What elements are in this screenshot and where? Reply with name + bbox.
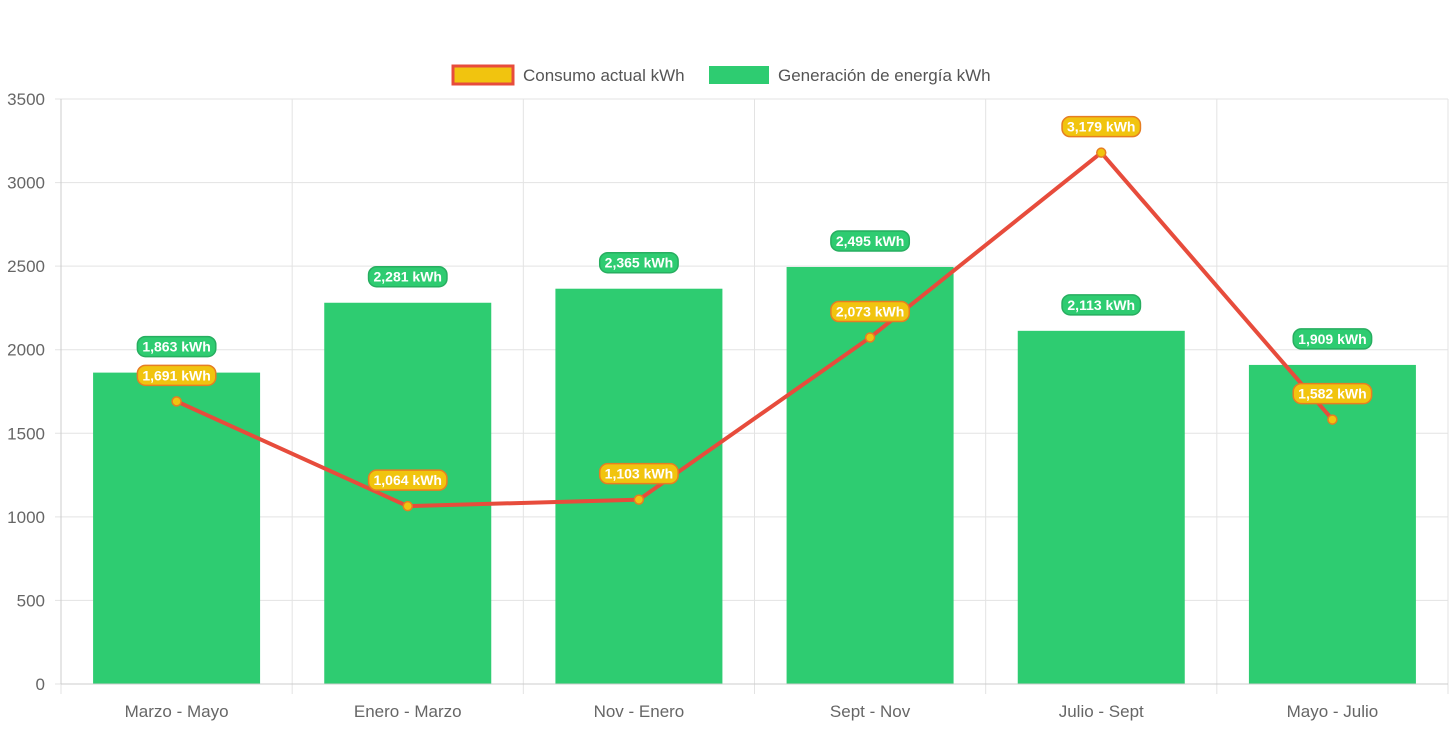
data-label-consumo: 1,691 kWh (136, 364, 217, 387)
data-label-generacion-bg (1061, 294, 1142, 316)
data-label-generacion-bg (367, 265, 448, 288)
bar-generacion[interactable] (555, 288, 723, 684)
data-label-generacion-text: 1,863 kWh (142, 339, 210, 355)
data-label-generacion: 1,863 kWh (136, 335, 217, 358)
bar-generacion[interactable] (1017, 330, 1185, 684)
data-label-consumo: 1,103 kWh (598, 462, 679, 485)
bar-generacion[interactable] (786, 266, 954, 684)
y-tick-label: 1000 (7, 508, 45, 527)
data-label-consumo-text: 2,073 kWh (836, 304, 904, 320)
legend-label-generacion: Generación de energía kWh (778, 66, 991, 85)
legend-item-generacion[interactable]: Generación de energía kWh (709, 66, 991, 85)
data-label-consumo: 1,064 kWh (367, 469, 448, 491)
point-consumo[interactable] (1096, 147, 1107, 158)
point-consumo[interactable] (402, 500, 413, 512)
x-tick-label: Sept - Nov (830, 702, 911, 721)
axes: 0 500 1000 1500 2000 2500 3000 3500 Marzo - Mayo… (7, 90, 1448, 721)
grid (55, 98, 1449, 694)
data-label-consumo-bg (1061, 115, 1142, 138)
data-label-generacion-text: 2,113 kWh (1067, 297, 1135, 313)
legend-label-consumo: Consumo actual kWh (523, 66, 685, 85)
data-label-generacion: 2,281 kWh (367, 265, 448, 288)
x-tick-label: Mayo - Julio (1287, 702, 1379, 721)
y-tick-label: 1500 (7, 424, 45, 443)
y-tick-label: 2500 (7, 257, 45, 276)
data-label-consumo-bg (598, 462, 679, 485)
data-label-generacion-bg (830, 230, 911, 252)
line-series (171, 147, 1338, 512)
point-consumo[interactable] (633, 494, 645, 505)
data-label-consumo-bg (830, 300, 911, 323)
data-label-generacion-bg (136, 335, 217, 358)
legend-swatch-generacion (709, 66, 769, 84)
y-tick-label: 3500 (7, 90, 45, 109)
data-label-consumo-text: 1,103 kWh (605, 466, 673, 482)
legend-item-consumo[interactable]: Consumo actual kWh (451, 64, 685, 86)
bar-generacion[interactable] (1248, 364, 1416, 684)
data-label-generacion: 1,909 kWh (1292, 328, 1373, 350)
data-label-generacion: 2,495 kWh (830, 230, 911, 252)
point-consumo[interactable] (171, 396, 182, 407)
point-consumo[interactable] (1327, 414, 1338, 425)
y-tick-label: 0 (36, 675, 45, 694)
data-label-consumo: 1,582 kWh (1292, 382, 1373, 405)
data-label-consumo-text: 3,179 kWh (1067, 119, 1135, 135)
point-consumo[interactable] (864, 332, 876, 343)
y-tick-label: 3000 (7, 174, 45, 193)
data-labels: 1,863 kWh 2,281 kWh 2,365 kWh 2,495 kWh 2,11… (136, 115, 1373, 491)
data-label-generacion: 2,365 kWh (598, 251, 679, 274)
x-tick-label: Julio - Sept (1059, 702, 1144, 721)
x-tick-label: Enero - Marzo (354, 702, 462, 721)
data-label-consumo: 3,179 kWh (1061, 115, 1142, 138)
data-label-generacion-text: 2,365 kWh (605, 255, 673, 271)
legend: Consumo actual kWh Generación de energía… (451, 64, 991, 86)
data-label-generacion-bg (1292, 328, 1373, 350)
data-label-consumo-text: 1,691 kWh (142, 367, 210, 383)
data-label-generacion: 2,113 kWh (1061, 294, 1142, 316)
data-label-generacion-text: 2,495 kWh (836, 233, 904, 249)
data-label-consumo-bg (1292, 382, 1373, 405)
x-tick-label: Nov - Enero (594, 702, 685, 721)
y-tick-label: 500 (17, 591, 45, 610)
data-label-generacion-bg (598, 251, 679, 274)
bar-generacion[interactable] (324, 302, 492, 684)
bar-series (93, 266, 1416, 684)
y-tick-label: 2000 (7, 341, 45, 360)
line-consumo (175, 150, 1334, 509)
legend-swatch-consumo (451, 64, 515, 86)
bar-generacion[interactable] (93, 372, 261, 684)
data-label-consumo-text: 1,582 kWh (1298, 386, 1366, 402)
data-label-generacion-text: 1,909 kWh (1298, 331, 1366, 347)
data-label-consumo-bg (136, 364, 217, 387)
data-label-consumo-bg (367, 469, 448, 491)
data-label-consumo-text: 1,064 kWh (374, 472, 442, 488)
data-label-consumo: 2,073 kWh (830, 300, 911, 323)
x-tick-label: Marzo - Mayo (125, 702, 229, 721)
data-label-generacion-text: 2,281 kWh (374, 269, 442, 285)
